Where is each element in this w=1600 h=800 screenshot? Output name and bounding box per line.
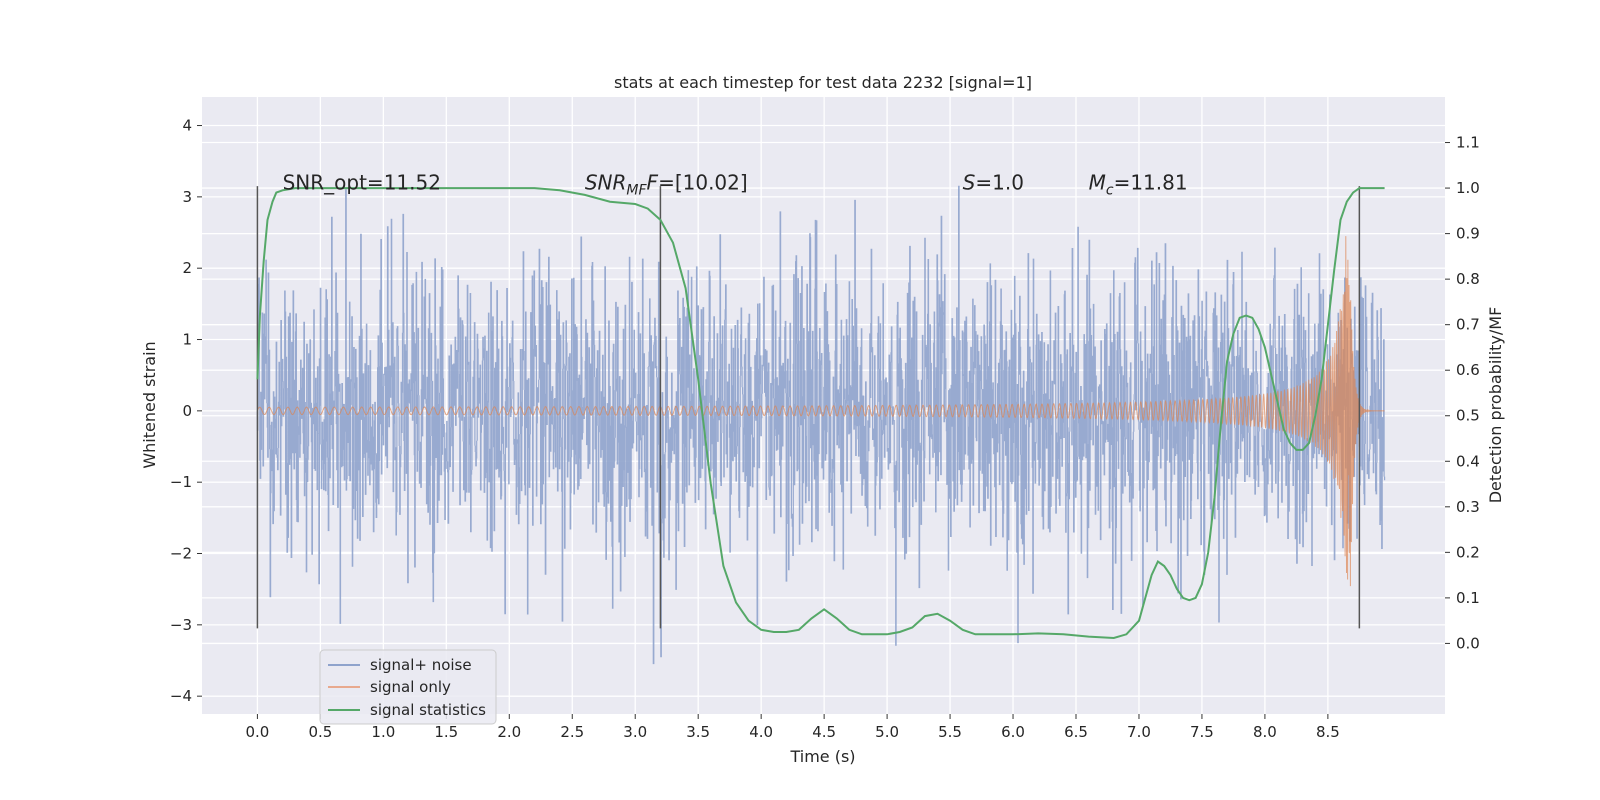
legend-label-signal-only: signal only bbox=[370, 678, 451, 696]
vertical-markers bbox=[256, 186, 1361, 629]
y2-axis-label: Detection probability/MF bbox=[1486, 307, 1505, 504]
y2-tick-label: 0.7 bbox=[1456, 316, 1480, 334]
annotation-snr-mf: SNRMFF=[10.02] bbox=[585, 171, 748, 199]
x-tick-label: 1.0 bbox=[371, 723, 395, 741]
y2-tick-label: 0.3 bbox=[1456, 498, 1480, 516]
y-tick-label: −3 bbox=[170, 616, 192, 634]
y-tick-label: −4 bbox=[170, 687, 192, 705]
x-tick-label: 5.5 bbox=[938, 723, 962, 741]
y-tick-label: 3 bbox=[182, 188, 192, 206]
x-tick-label: 2.0 bbox=[497, 723, 521, 741]
x-tick-label: 4.0 bbox=[749, 723, 773, 741]
y2-tick-label: 0.2 bbox=[1456, 543, 1480, 561]
y-tick-label: 4 bbox=[182, 117, 192, 135]
x-axis-label: Time (s) bbox=[789, 747, 855, 766]
x-tick-label: 3.5 bbox=[686, 723, 710, 741]
series-signal-statistics bbox=[256, 187, 1385, 640]
x-tick-label: 7.5 bbox=[1190, 723, 1214, 741]
y-axis-ticks: 4 3 2 1 0 −1 −2 −3 −4 bbox=[170, 117, 202, 705]
y2-axis-ticks: 1.1 1.0 0.9 0.8 0.7 0.6 0.5 0.4 0.3 0.2 0.1 0.0 bbox=[1445, 134, 1480, 652]
y-tick-label: 2 bbox=[182, 259, 192, 277]
y2-tick-label: 0.9 bbox=[1456, 225, 1480, 243]
series-signal-only bbox=[256, 236, 1385, 587]
y2-tick-label: 0.1 bbox=[1456, 589, 1480, 607]
y2-tick-label: 0.6 bbox=[1456, 361, 1480, 379]
legend: signal+ noise signal only signal statist… bbox=[319, 649, 497, 725]
annotation-mc: Mc=11.81 bbox=[1089, 171, 1188, 199]
legend-box bbox=[319, 649, 497, 725]
y-tick-label: −1 bbox=[170, 473, 192, 491]
annotation-s: S=1.0 bbox=[963, 171, 1024, 195]
x-axis-ticks: 0.0 0.5 1.0 1.5 2.0 2.5 3.0 3.5 4.0 4.5 5.0 5.5 6.0 6… bbox=[245, 714, 1340, 741]
y2-tick-label: 0.5 bbox=[1456, 407, 1480, 425]
x-tick-label: 0.0 bbox=[245, 723, 269, 741]
y2-tick-label: 0.4 bbox=[1456, 452, 1480, 470]
y2-tick-label: 0.0 bbox=[1456, 634, 1480, 652]
y-tick-label: 1 bbox=[182, 331, 192, 349]
y2-tick-label: 1.1 bbox=[1456, 134, 1480, 152]
x-tick-label: 3.0 bbox=[623, 723, 647, 741]
y2-tick-label: 1.0 bbox=[1456, 179, 1480, 197]
x-tick-label: 8.5 bbox=[1316, 723, 1340, 741]
annotations: SNR_opt=11.52 SNRMFF=[10.02] S=1.0 Mc=11… bbox=[283, 171, 1188, 199]
y2-tick-label: 0.8 bbox=[1456, 270, 1480, 288]
y-tick-label: −2 bbox=[170, 545, 192, 563]
y-tick-label: 0 bbox=[182, 402, 192, 420]
x-tick-label: 4.5 bbox=[812, 723, 836, 741]
statistics-trace bbox=[256, 187, 1385, 640]
x-tick-label: 0.5 bbox=[308, 723, 332, 741]
chirp-trace bbox=[256, 236, 1385, 587]
y-axis-label: Whitened strain bbox=[140, 341, 159, 468]
x-tick-label: 1.5 bbox=[434, 723, 458, 741]
chart-title: stats at each timestep for test data 223… bbox=[614, 73, 1032, 92]
x-tick-label: 7.0 bbox=[1127, 723, 1151, 741]
x-tick-label: 2.5 bbox=[560, 723, 584, 741]
annotation-snr-opt: SNR_opt=11.52 bbox=[283, 171, 441, 195]
legend-label-signal-noise: signal+ noise bbox=[370, 656, 472, 674]
x-tick-label: 6.5 bbox=[1064, 723, 1088, 741]
x-tick-label: 5.0 bbox=[875, 723, 899, 741]
x-tick-label: 6.0 bbox=[1001, 723, 1025, 741]
x-tick-label: 8.0 bbox=[1253, 723, 1277, 741]
legend-label-signal-statistics: signal statistics bbox=[370, 701, 486, 719]
